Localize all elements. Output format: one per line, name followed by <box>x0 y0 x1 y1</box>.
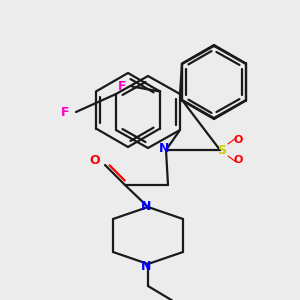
Text: F: F <box>61 106 69 118</box>
Text: N: N <box>141 260 151 272</box>
Text: O: O <box>233 155 243 165</box>
Text: O: O <box>233 135 243 145</box>
Text: S: S <box>218 143 226 157</box>
Text: N: N <box>141 200 151 214</box>
Text: N: N <box>159 142 169 154</box>
Text: F: F <box>118 80 126 93</box>
Text: O: O <box>90 154 100 167</box>
